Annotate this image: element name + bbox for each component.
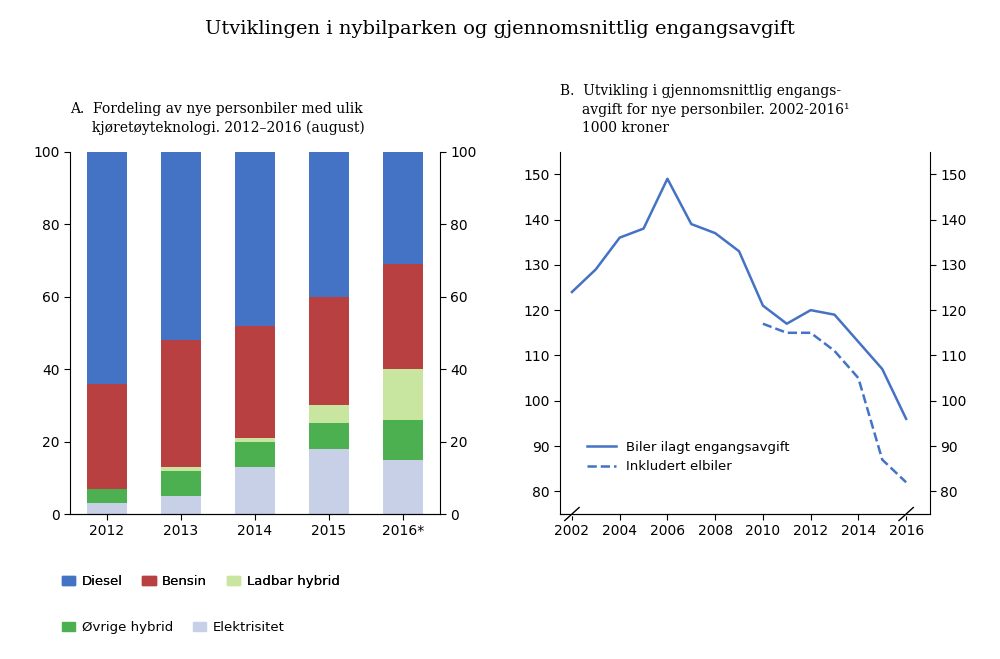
Legend: Øvrige hybrid, Elektrisitet: Øvrige hybrid, Elektrisitet: [57, 616, 290, 639]
Bar: [383, 152, 423, 264]
Bar: [161, 152, 201, 340]
Bar: [309, 449, 349, 514]
Bar: [87, 489, 127, 503]
Bar: [309, 405, 349, 423]
Bar: [235, 438, 275, 442]
Bar: [161, 471, 201, 496]
Bar: [235, 467, 275, 514]
Bar: [383, 264, 423, 369]
Bar: [383, 369, 423, 420]
Bar: [87, 152, 127, 384]
Bar: [161, 340, 201, 467]
Bar: [309, 297, 349, 405]
Bar: [161, 496, 201, 514]
Bar: [87, 503, 127, 514]
Legend: Biler ilagt engangsavgift, Inkludert elbiler: Biler ilagt engangsavgift, Inkludert elb…: [581, 436, 795, 478]
Bar: [309, 152, 349, 297]
Bar: [383, 460, 423, 514]
Bar: [87, 384, 127, 489]
Bar: [235, 442, 275, 467]
Bar: [235, 152, 275, 326]
Legend: Diesel, Bensin, Ladbar hybrid: Diesel, Bensin, Ladbar hybrid: [57, 569, 345, 593]
Text: A.  Fordeling av nye personbiler med ulik
     kjøretøyteknologi. 2012–2016 (aug: A. Fordeling av nye personbiler med ulik…: [70, 102, 365, 135]
Text: B.  Utvikling i gjennomsnittlig engangs-
     avgift for nye personbiler. 2002-2: B. Utvikling i gjennomsnittlig engangs- …: [560, 84, 850, 135]
Bar: [309, 423, 349, 449]
Text: Utviklingen i nybilparken og gjennomsnittlig engangsavgift: Utviklingen i nybilparken og gjennomsnit…: [205, 20, 795, 38]
Bar: [383, 420, 423, 460]
Bar: [235, 326, 275, 438]
Bar: [161, 467, 201, 471]
